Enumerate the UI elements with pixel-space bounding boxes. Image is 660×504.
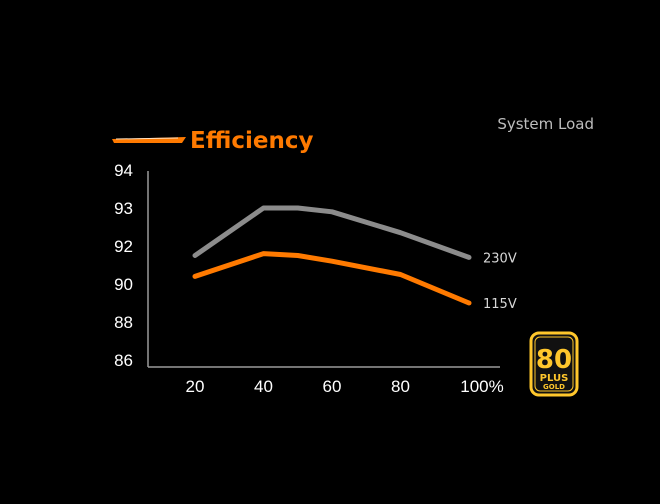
x-tick-label: 80 <box>391 377 410 396</box>
series-layer: 230V 115V <box>192 205 517 312</box>
legend-swatch-highlight <box>115 137 179 140</box>
y-tick-label: 94 <box>114 161 133 180</box>
badge-frame <box>529 331 579 397</box>
badge-number: 80 <box>536 345 572 375</box>
x-tick-label: 40 <box>254 377 273 396</box>
series-line-115v <box>192 251 472 306</box>
series-label-115v: 115V <box>483 297 517 312</box>
y-tick-label: 88 <box>114 313 133 332</box>
badge-inner-frame <box>534 336 574 392</box>
y-tick-label: 90 <box>114 275 133 294</box>
x-axis-label: System Load <box>497 115 594 133</box>
80-plus-gold-badge: 80 PLUS GOLD <box>529 331 579 397</box>
x-tick-label: 20 <box>186 377 205 396</box>
x-tick-label: 60 <box>323 377 342 396</box>
series-line-230v <box>192 205 472 260</box>
y-tick-label: 92 <box>114 237 133 256</box>
chart-title: Efficiency <box>190 128 313 154</box>
badge-plus-text: PLUS <box>540 373 569 384</box>
x-tick-label: 100% <box>460 377 503 396</box>
series-label-230v: 230V <box>483 251 517 266</box>
chart-legend <box>112 137 186 143</box>
x-tick-labels: 20 40 60 80 100% <box>186 377 504 396</box>
y-tick-label: 93 <box>114 199 133 218</box>
badge-level-text: GOLD <box>543 383 565 391</box>
y-tick-label: 86 <box>114 351 133 370</box>
y-tick-labels: 94 93 92 90 88 86 <box>114 161 133 370</box>
